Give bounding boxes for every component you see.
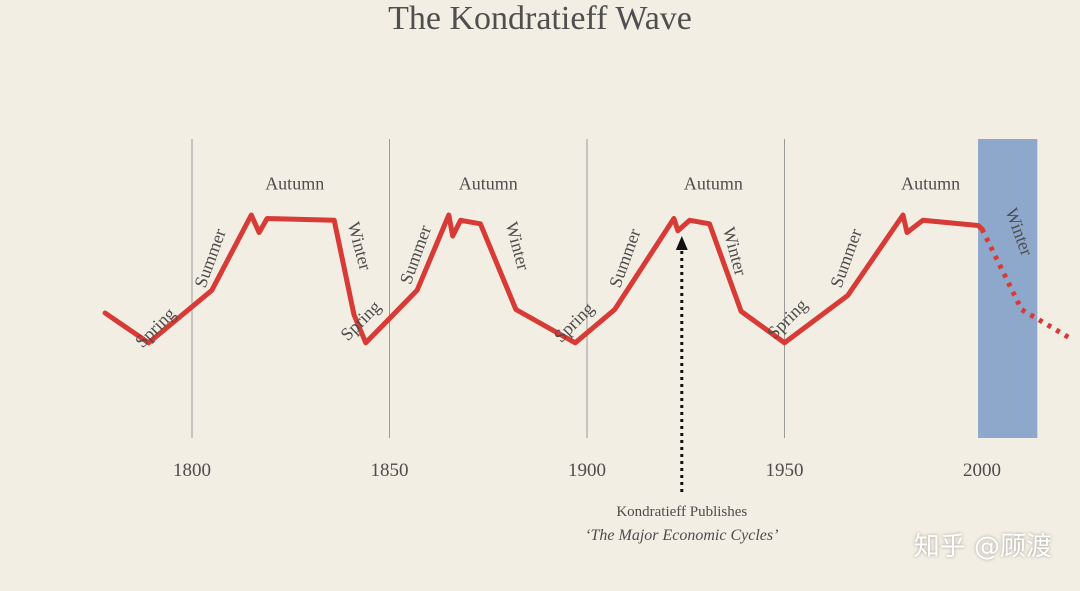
x-tick-label: 1800 xyxy=(173,460,211,481)
annotation-text-line2: ‘The Major Economic Cycles’ xyxy=(585,527,778,544)
annotation-arrow-head xyxy=(675,236,688,250)
season-label: Spring xyxy=(763,295,811,343)
season-label: Autumn xyxy=(459,173,518,193)
watermark-text: 知乎 @顾渡 xyxy=(913,532,1052,562)
page-title: The Kondratieff Wave xyxy=(388,0,692,37)
season-label: Spring xyxy=(131,303,179,351)
x-tick-label: 2000 xyxy=(963,460,1001,481)
winter-shaded-region xyxy=(978,139,1038,438)
annotation-text-line1: Kondratieff Publishes xyxy=(616,504,747,520)
season-label: Winter xyxy=(344,220,376,273)
x-tick-label: 1850 xyxy=(371,460,409,481)
wave-line xyxy=(102,212,985,346)
season-label: Winter xyxy=(502,220,534,273)
season-label: Autumn xyxy=(901,173,960,193)
season-label: Summer xyxy=(190,226,230,290)
season-label: Summer xyxy=(396,223,436,287)
season-label: Autumn xyxy=(684,173,743,193)
season-label: Autumn xyxy=(265,173,324,193)
x-tick-label: 1900 xyxy=(568,460,606,481)
season-label: Spring xyxy=(336,296,384,344)
season-label: Summer xyxy=(605,226,645,290)
season-label: Spring xyxy=(550,298,598,346)
x-tick-label: 1950 xyxy=(766,460,804,481)
